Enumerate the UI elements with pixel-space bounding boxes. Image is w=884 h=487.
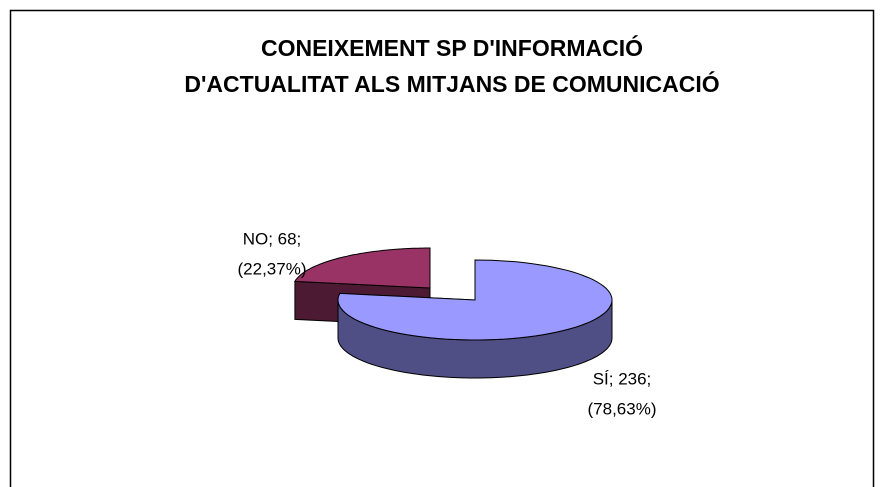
slice: [294, 247, 431, 289]
chart-frame: [9, 9, 875, 487]
data-label: NO; 68;: [243, 229, 302, 248]
data-label: (78,63%): [588, 399, 657, 418]
slice: [337, 259, 613, 341]
chart-title: D'ACTUALITAT ALS MITJANS DE COMUNICACIÓ: [184, 70, 719, 97]
chart-title: CONEIXEMENT SP D'INFORMACIÓ: [261, 34, 643, 61]
data-label: SÍ; 236;: [593, 369, 652, 388]
data-label: (22,37%): [238, 259, 307, 278]
